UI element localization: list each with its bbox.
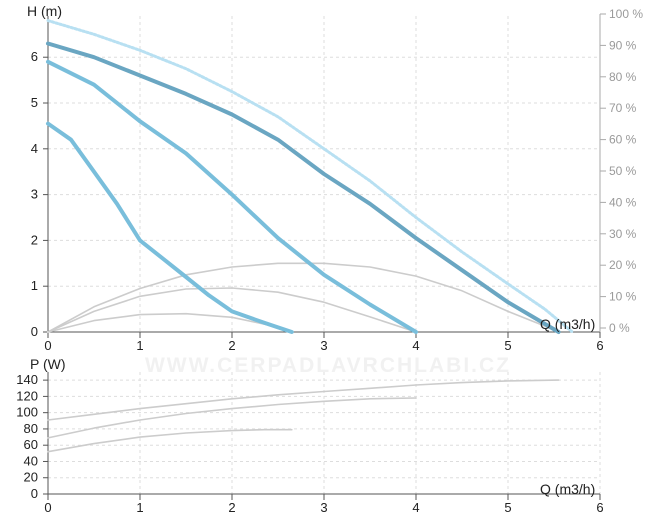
hq-x-tick-label: 6 [596,338,603,353]
power-y-tick-label: 20 [24,470,38,485]
hq-y-tick-label: 4 [31,141,38,156]
hq-x-tick-label: 0 [44,338,51,353]
power-curve [47,428,293,453]
hq-axes [43,13,606,338]
hq-curve-speed [46,121,294,334]
hq-efficiency-tick-label: 90 % [609,38,637,52]
hq-efficiency-tick-label: 50 % [609,164,637,178]
hq-efficiency-tick-labels: 0 % 10 % 20 % 30 % 40 % 50 % 60 % 70 % 80 % 90 % 1… [609,7,643,335]
watermark-text: WWW.CERPADLAVRCHLABI.CZ [145,354,511,377]
power-curves [47,379,560,453]
hq-curve-aux [47,262,555,333]
hq-efficiency-tick-label: 100 % [609,7,643,21]
power-x-tick-label: 0 [44,500,51,515]
power-x-tick-label: 3 [320,500,327,515]
power-axes [43,372,601,500]
hq-x-tick-label: 5 [504,338,511,353]
hq-efficiency-tick-label: 0 % [609,321,630,335]
power-y-tick-label: 140 [16,372,38,387]
hq-curve-max-speed [46,41,561,334]
hq-efficiency-tick-label: 70 % [609,101,637,115]
power-y-axis-title: P (W) [30,356,66,372]
power-grid [48,372,601,494]
power-x-tick-label: 4 [412,500,419,515]
hq-efficiency-tick-label: 10 % [609,290,637,304]
hq-x-tick-label: 2 [228,338,235,353]
hq-y-tick-label: 6 [31,49,38,64]
hq-curves [46,19,574,334]
hq-x-tick-label: 4 [412,338,419,353]
power-y-tick-label: 0 [31,486,38,501]
hq-curve-speed [46,59,418,334]
power-y-tick-label: 120 [16,388,38,403]
hq-y-tick-label: 0 [31,324,38,339]
power-x-tick-label: 5 [504,500,511,515]
hq-y-tick-label: 3 [31,187,38,202]
hq-efficiency-tick-label: 30 % [609,227,637,241]
power-x-tick-label: 1 [136,500,143,515]
hq-x-tick-label: 1 [136,338,143,353]
power-x-axis-title: Q (m3/h) [540,481,595,497]
power-x-tick-label: 2 [228,500,235,515]
hq-y-tick-label: 2 [31,232,38,247]
hq-x-tick-label: 3 [320,338,327,353]
power-curve [47,397,417,439]
power-y-tick-label: 100 [16,405,38,420]
hq-efficiency-tick-label: 40 % [609,195,637,209]
power-y-tick-label: 80 [24,421,38,436]
power-curve [47,379,560,421]
power-y-tick-label: 40 [24,453,38,468]
hq-y-tick-label: 1 [31,278,38,293]
hq-tick-labels: 0 1 2 3 4 5 6 0 1 2 3 4 5 6 [31,49,604,353]
power-x-tick-label: 6 [596,500,603,515]
hq-curve-aux [47,287,417,333]
hq-y-tick-label: 5 [31,95,38,110]
hq-efficiency-tick-label: 60 % [609,133,637,147]
power-y-tick-label: 60 [24,437,38,452]
hq-x-axis-title: Q (m3/h) [540,316,595,332]
hq-efficiency-tick-label: 80 % [609,70,637,84]
hq-curve-efficiency [46,19,574,334]
hq-efficiency-tick-label: 20 % [609,258,637,272]
hq-y-axis-title: H (m) [27,3,62,19]
